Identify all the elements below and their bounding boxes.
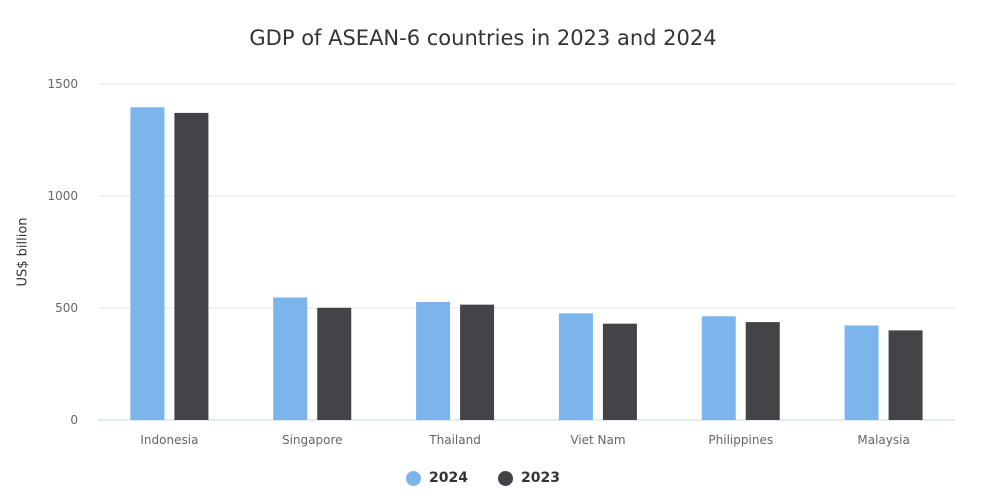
legend-item-2023[interactable]: 2023 [498, 470, 560, 486]
bar-2024-viet-nam[interactable] [558, 313, 593, 420]
legend-swatch-2023 [498, 470, 513, 486]
bar-2024-singapore[interactable] [273, 297, 308, 420]
bar-2024-philippines[interactable] [701, 316, 736, 420]
bar-2024-indonesia[interactable] [130, 107, 165, 421]
bar-2023-philippines[interactable] [745, 322, 780, 420]
y-axis-ticks: 0 500 1000 1500 [47, 77, 78, 427]
legend-label-2023: 2023 [521, 470, 560, 486]
legend-label-2024: 2024 [429, 470, 468, 486]
y-tick-label: 1000 [47, 189, 78, 203]
legend: 2024 2023 [0, 470, 966, 486]
x-tick-label: Indonesia [140, 433, 198, 447]
y-tick-label: 1500 [47, 77, 78, 91]
x-axis-ticks: Indonesia Singapore Thailand Viet Nam Philip… [140, 433, 909, 447]
bar-2024-malaysia[interactable] [844, 325, 879, 420]
bar-2023-malaysia[interactable] [888, 330, 923, 420]
bar-2023-viet-nam[interactable] [602, 323, 637, 420]
y-tick-label: 500 [55, 301, 78, 315]
bars [130, 107, 923, 421]
chart-title: GDP of ASEAN-6 countries in 2023 and 202… [249, 26, 717, 50]
y-tick-label: 0 [70, 413, 78, 427]
bar-2023-singapore[interactable] [317, 307, 352, 420]
gridlines [98, 83, 955, 421]
x-tick-label: Singapore [282, 433, 343, 447]
bar-2023-indonesia[interactable] [174, 112, 209, 421]
legend-item-2024[interactable]: 2024 [406, 470, 468, 486]
bar-2023-thailand[interactable] [460, 304, 495, 420]
bar-2024-thailand[interactable] [416, 301, 451, 420]
x-tick-label: Malaysia [857, 433, 909, 447]
x-tick-label: Viet Nam [570, 433, 625, 447]
x-tick-label: Philippines [708, 433, 773, 447]
legend-swatch-2024 [406, 470, 422, 486]
x-tick-label: Thailand [428, 433, 481, 447]
